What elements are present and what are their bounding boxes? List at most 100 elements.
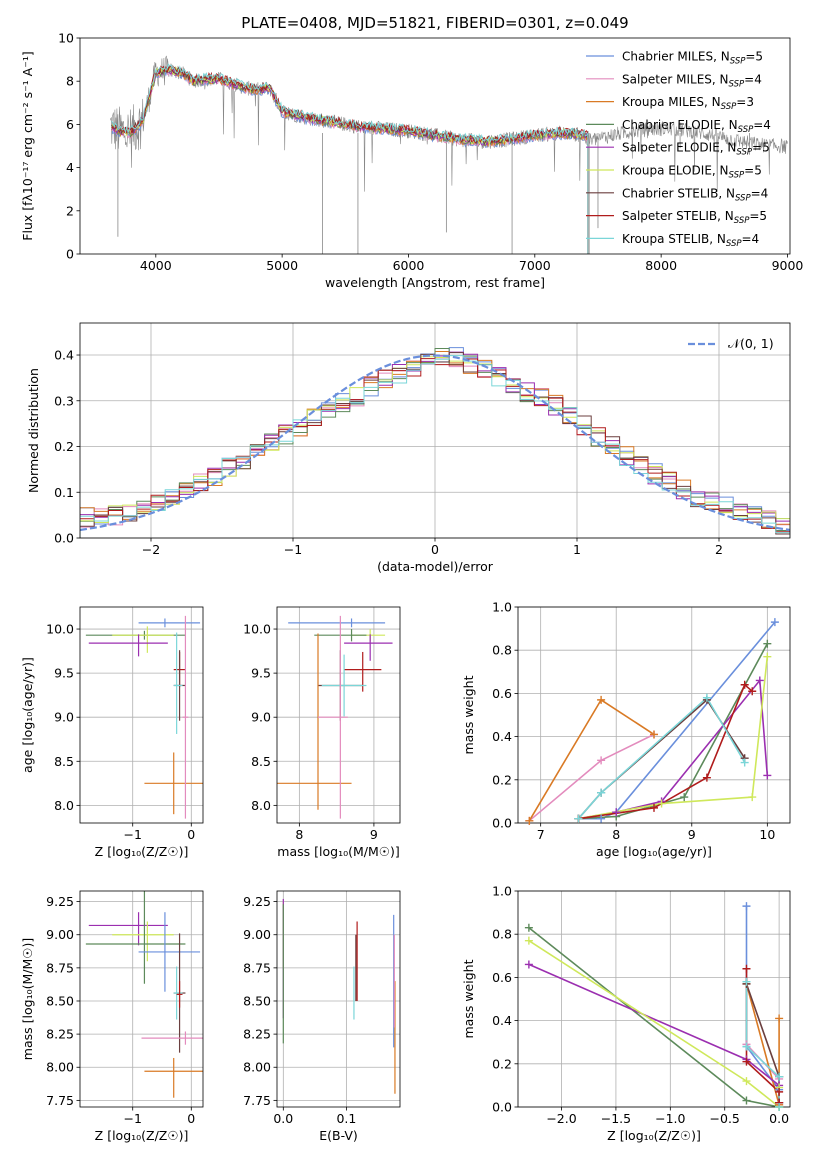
point-marker-salpeter-stelib bbox=[702, 773, 711, 782]
y-tick-label: 9.00 bbox=[243, 927, 271, 942]
point-marker-salpeter-elodie bbox=[612, 808, 621, 817]
errorbar-salpeter-elodie bbox=[88, 634, 168, 657]
model-line-salpeter-elodie bbox=[111, 66, 589, 254]
plot-area bbox=[528, 621, 776, 822]
point-marker-kroupa-stelib bbox=[775, 1072, 784, 1081]
model-line-chabrier-elodie bbox=[111, 66, 589, 254]
axes-mass-vs-Z: −1 0 7.75 8.00 8.25 8.50 8.75 9.00 9.25 Z [log₁₀(… bbox=[20, 890, 204, 1143]
y-tick-label: 0.6 bbox=[492, 686, 512, 701]
legend-label-salpeter-stelib: Salpeter STELIB, NSSP=5 bbox=[622, 209, 767, 226]
y-tick-label: 4 bbox=[66, 160, 74, 175]
errorbar-chabrier-miles bbox=[138, 912, 201, 992]
y-tick-label: 10 bbox=[58, 31, 74, 46]
x-tick-label: 8000 bbox=[645, 258, 677, 273]
legend-label-salpeter-miles: Salpeter MILES, NSSP=4 bbox=[622, 72, 762, 89]
x-tick-label: −2.0 bbox=[546, 1111, 576, 1126]
y-tick-label: 7.75 bbox=[243, 1093, 271, 1108]
x-tick-label: −1 bbox=[123, 827, 141, 842]
x-tick-label: 0 bbox=[187, 1111, 195, 1126]
axes-residuals: −2 −1 0 1 2 0.0 0.1 0.2 0.3 0.4 (data-model)/error… bbox=[26, 322, 791, 574]
point-marker-salpeter-stelib bbox=[775, 1087, 784, 1096]
y-tick-label: 8 bbox=[66, 74, 74, 89]
y-tick-label: 8.00 bbox=[46, 1060, 74, 1075]
y-tick-label: 0.8 bbox=[492, 643, 512, 658]
point-marker-kroupa-stelib bbox=[574, 814, 583, 823]
errorbar-kroupa-miles bbox=[144, 752, 203, 815]
model-line-salpeter-miles bbox=[111, 68, 589, 254]
y-tick-label: 2 bbox=[66, 203, 74, 218]
legend-label-gaussian: 𝒩(0, 1) bbox=[728, 336, 774, 351]
x-tick-label: 0.0 bbox=[273, 1111, 293, 1126]
x-tick-label: 1 bbox=[573, 542, 581, 557]
y-tick-label: 8.00 bbox=[243, 1060, 271, 1075]
series-line-chabrier-elodie bbox=[578, 643, 769, 820]
x-axis-label: Z [log₁₀(Z/Z☉)] bbox=[607, 1128, 701, 1143]
legend-label-kroupa-miles: Kroupa MILES, NSSP=3 bbox=[622, 95, 754, 112]
model-line-kroupa-miles bbox=[111, 67, 589, 254]
point-marker-chabrier-elodie bbox=[742, 1096, 751, 1105]
spectrum-data-line bbox=[110, 55, 788, 192]
errorbar-salpeter-miles bbox=[182, 615, 189, 819]
series-line-salpeter-elodie bbox=[528, 963, 780, 1103]
y-tick-label: 9.25 bbox=[243, 894, 271, 909]
errorbar-kroupa-stelib bbox=[173, 966, 183, 1020]
axes-frame bbox=[517, 890, 791, 1108]
y-tick-label: 1.0 bbox=[492, 884, 512, 899]
point-marker-salpeter-elodie bbox=[763, 771, 772, 780]
x-axis-label: mass [log₁₀(M/M☉)] bbox=[277, 844, 399, 859]
y-tick-label: 0.0 bbox=[54, 531, 74, 546]
histogram-kroupa-stelib bbox=[80, 355, 790, 538]
point-marker-kroupa-elodie bbox=[742, 1077, 751, 1086]
y-tick-label: 8.0 bbox=[54, 798, 74, 813]
y-tick-label: 9.5 bbox=[251, 666, 271, 681]
legend-label-chabrier-miles: Chabrier MILES, NSSP=5 bbox=[622, 50, 763, 67]
model-line-salpeter-stelib bbox=[111, 64, 589, 254]
y-tick-label: 8.5 bbox=[251, 754, 271, 769]
point-marker-chabrier-elodie bbox=[680, 793, 689, 802]
point-marker-salpeter-stelib bbox=[742, 964, 751, 973]
y-tick-label: 0.3 bbox=[54, 393, 74, 408]
point-marker-kroupa-elodie bbox=[763, 652, 772, 661]
x-tick-label: 5000 bbox=[266, 258, 298, 273]
y-tick-label: 8.25 bbox=[243, 1027, 271, 1042]
series-line-chabrier-elodie bbox=[528, 927, 780, 1107]
y-tick-label: 8.0 bbox=[251, 798, 271, 813]
legend-label-kroupa-elodie: Kroupa ELODIE, NSSP=5 bbox=[622, 164, 762, 181]
y-tick-label: 8.50 bbox=[46, 993, 74, 1008]
point-marker-salpeter-elodie bbox=[755, 676, 764, 685]
point-marker-salpeter-stelib bbox=[748, 687, 757, 696]
x-tick-label: 9 bbox=[370, 827, 378, 842]
axes-age-vs-Z: −1 0 8.0 8.5 9.0 9.5 10.0 Z [log₁₀(Z/Z☉)] age [l… bbox=[20, 606, 204, 859]
point-marker-kroupa-stelib bbox=[597, 788, 606, 797]
y-axis-label: mass [log₁₀(M/M☉)] bbox=[20, 938, 35, 1060]
x-tick-label: 0 bbox=[431, 542, 439, 557]
plot-area bbox=[528, 906, 780, 1107]
point-marker-kroupa-elodie bbox=[524, 936, 533, 945]
y-tick-label: 1.0 bbox=[492, 600, 512, 615]
model-line-chabrier-stelib bbox=[111, 64, 589, 254]
model-line-kroupa-elodie bbox=[111, 65, 589, 254]
axes-mass-weight-vs-Z: −2.0 −1.5 −1.0 −0.5 0.0 0.0 0.2 0.4 0.6 0.8 1.0 Z [… bbox=[461, 884, 791, 1143]
y-tick-label: 7.75 bbox=[46, 1093, 74, 1108]
y-axis-label: Flux [fλ10⁻¹⁷ erg cm⁻² s⁻¹ A⁻¹] bbox=[20, 51, 35, 240]
point-marker-chabrier-miles bbox=[742, 902, 751, 911]
x-tick-label: −1 bbox=[123, 1111, 141, 1126]
errorbar-kroupa-stelib bbox=[321, 654, 367, 717]
plot-area bbox=[80, 347, 790, 538]
axes-frame bbox=[276, 606, 401, 824]
point-marker-chabrier-elodie bbox=[524, 923, 533, 932]
axes-mass-weight-vs-age: 7 8 9 10 0.0 0.2 0.4 0.6 0.8 1.0 age [log₁₀(age/yr… bbox=[461, 600, 791, 859]
point-marker-salpeter-stelib bbox=[740, 680, 749, 689]
y-tick-label: 8.5 bbox=[54, 754, 74, 769]
errorbar-kroupa-stelib bbox=[173, 632, 183, 734]
y-tick-label: 0.0 bbox=[492, 1100, 512, 1115]
y-axis-label: Normed distribution bbox=[26, 368, 41, 493]
x-axis-label: Z [log₁₀(Z/Z☉)] bbox=[95, 1128, 189, 1143]
series-line-kroupa-stelib bbox=[577, 696, 746, 820]
errorbar-salpeter-elodie bbox=[344, 634, 393, 661]
y-tick-label: 0.2 bbox=[492, 772, 512, 787]
y-axis-label: age [log₁₀(age/yr)] bbox=[20, 657, 35, 773]
x-tick-label: 9000 bbox=[772, 258, 804, 273]
x-tick-label: 0.0 bbox=[769, 1111, 789, 1126]
